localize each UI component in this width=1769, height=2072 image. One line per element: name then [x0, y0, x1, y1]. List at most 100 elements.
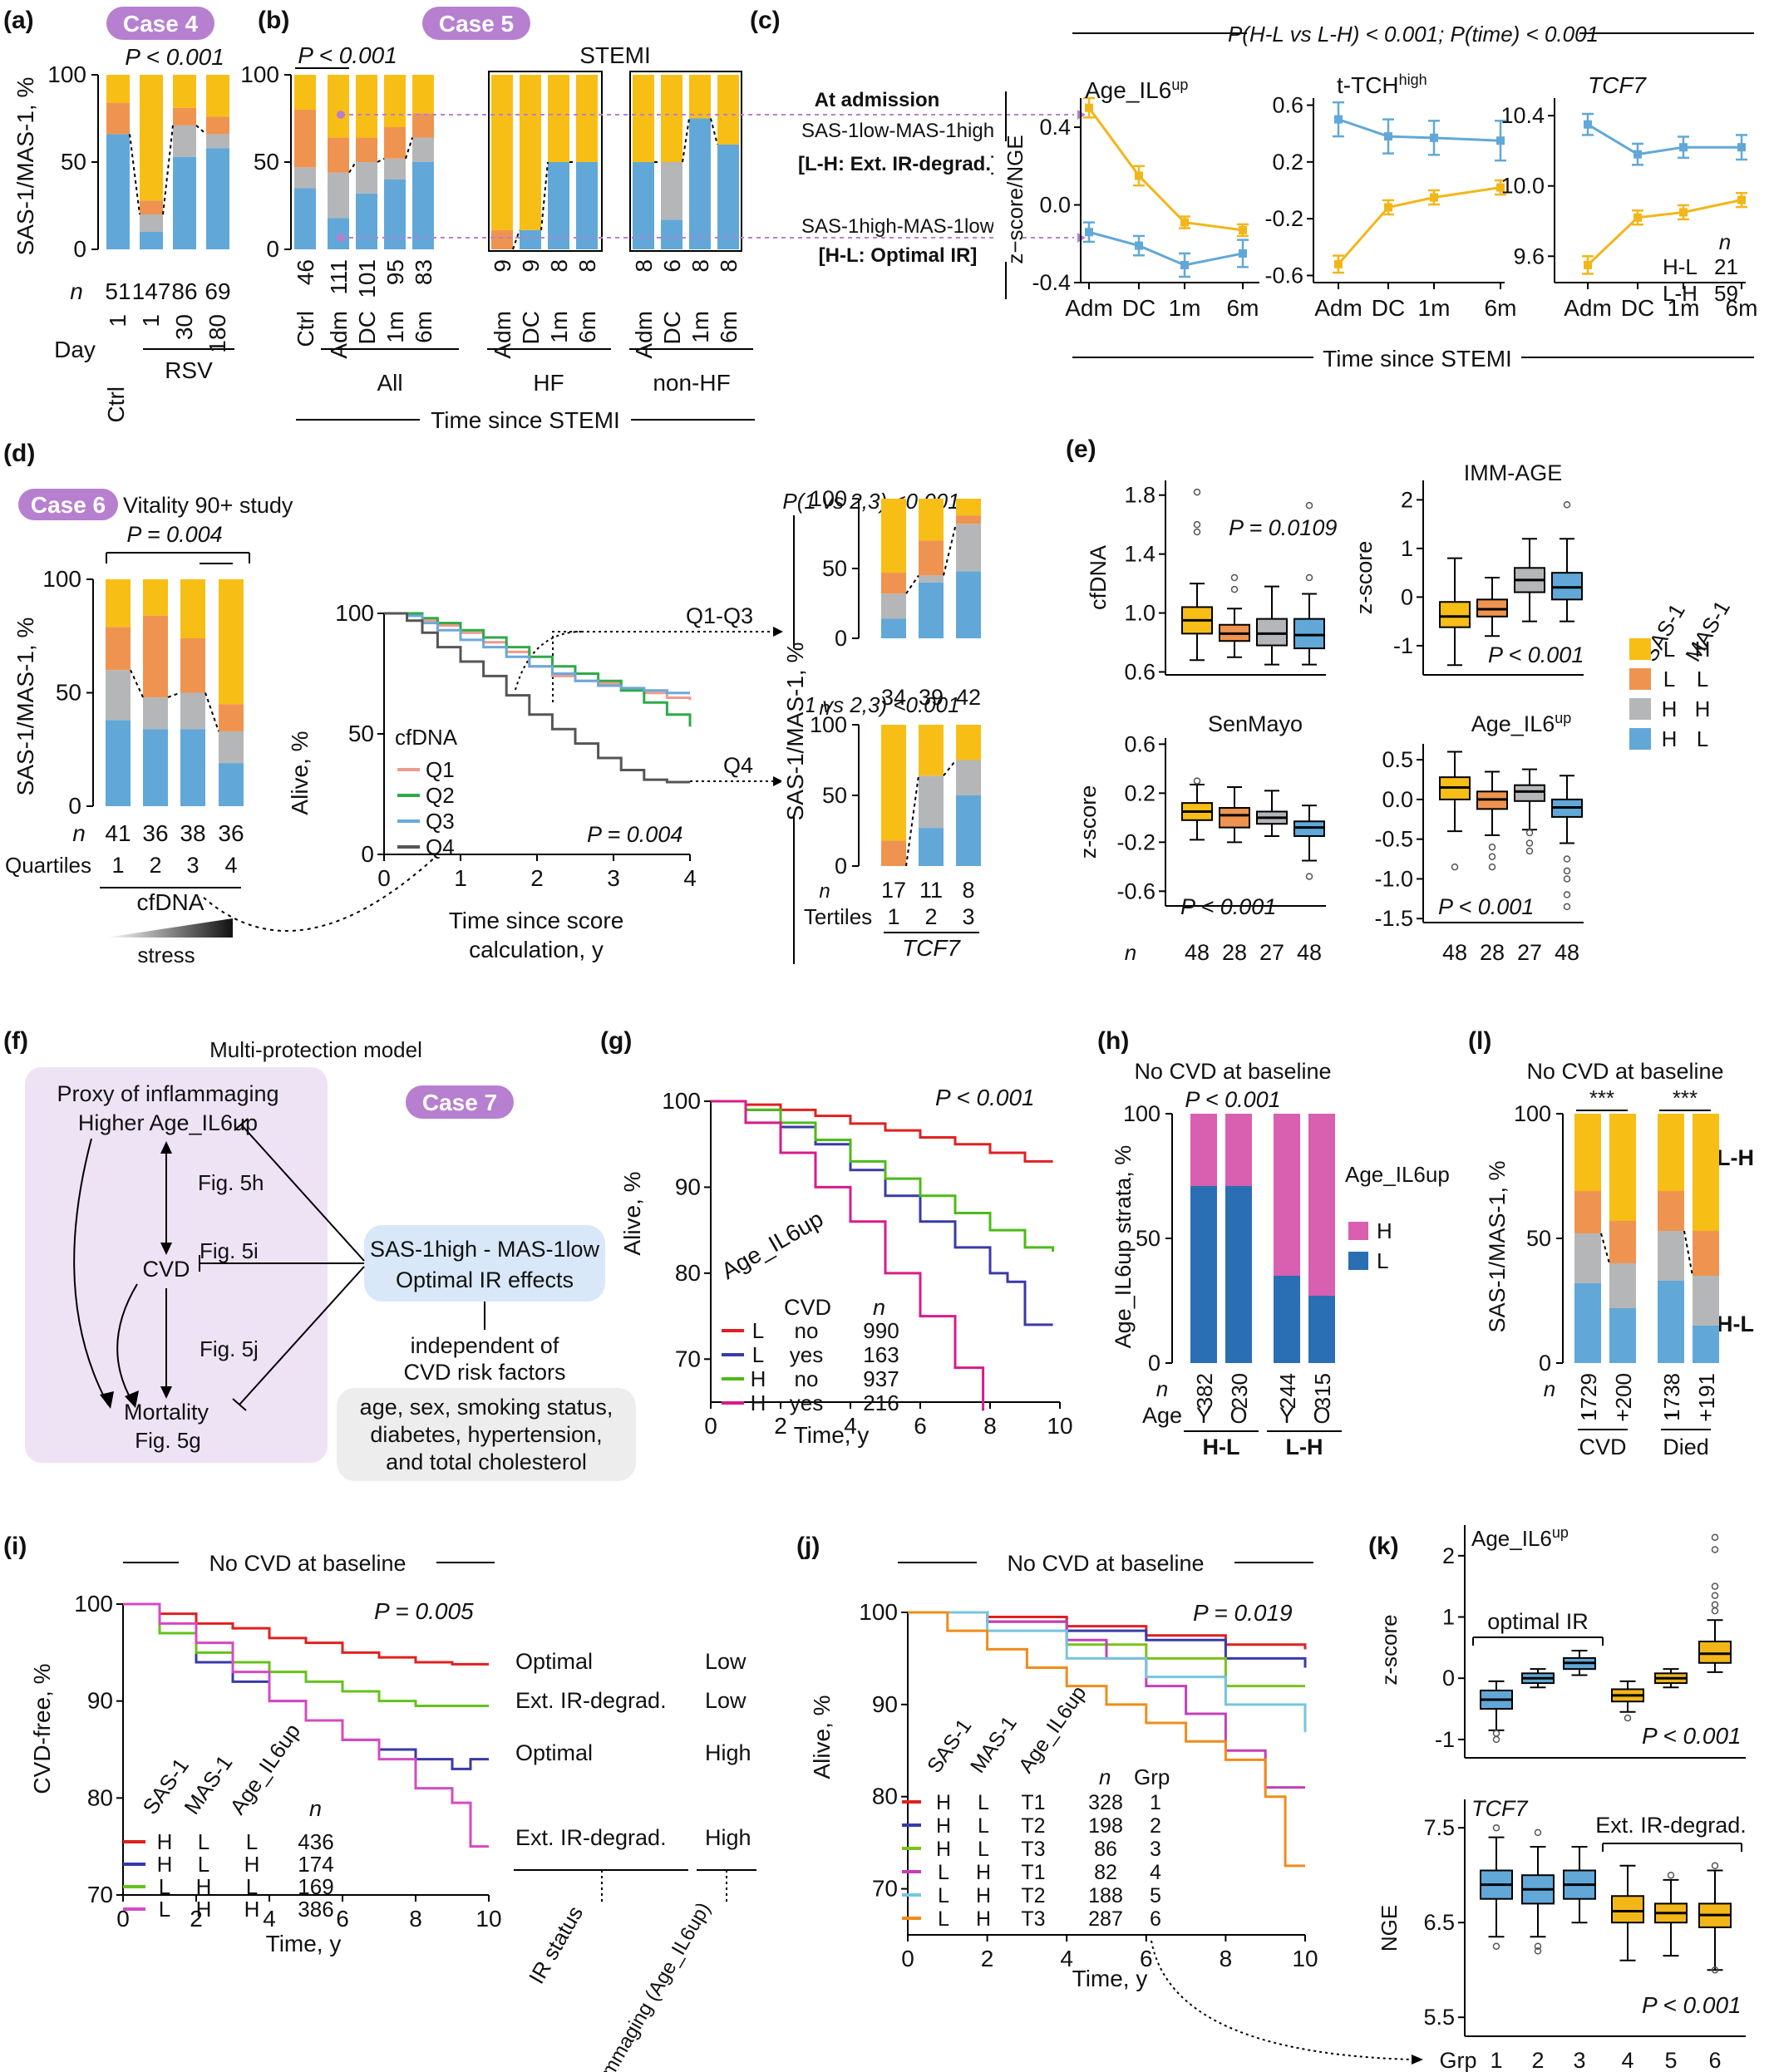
case-7-label: Case 7: [422, 1090, 497, 1115]
i-ytick-label: 90: [87, 1688, 113, 1714]
d-n-label: n: [72, 820, 86, 846]
d3-bar-LL-0: [881, 573, 906, 594]
g-legend-age: L: [752, 1318, 764, 1343]
l-bar-LL-1: [1609, 1221, 1636, 1263]
e3-n-label: 27: [1259, 940, 1284, 965]
k1-box-5: [1698, 1641, 1732, 1664]
c1-point-HL: [1180, 260, 1189, 269]
e4-outlier: [1525, 847, 1534, 855]
k-grp-value: 4: [1621, 2048, 1633, 2072]
e-legend-swatch-LH: [1629, 638, 1651, 660]
b-n-label: 6: [659, 259, 685, 273]
c1-point-HL: [1239, 249, 1247, 258]
g-legend-age: L: [752, 1342, 764, 1367]
i-title: No CVD at baseline: [209, 1551, 406, 1576]
j-legend-grp: 2: [1150, 1814, 1161, 1838]
a-bar-HH-3: [206, 134, 229, 149]
c2-ytick-label: -0.6: [1264, 263, 1303, 288]
j-legend-sas: H: [936, 1814, 951, 1838]
l-n-value: 1729: [1576, 1373, 1601, 1421]
e1-outlier: [1230, 585, 1239, 593]
l-title: No CVD at baseline: [1526, 1059, 1723, 1084]
j-legend-mas: L: [978, 1814, 989, 1838]
a-bar-LH-1: [140, 75, 163, 201]
h-n-value: 382: [1192, 1373, 1217, 1409]
e1-outlier: [1193, 520, 1201, 529]
c3-title: TCF7: [1588, 72, 1647, 98]
d1-quartile-label: 3: [186, 853, 199, 878]
b-category-label: 1m: [687, 311, 713, 343]
k1-outlier: [1711, 1592, 1719, 1599]
e4-n-label: 48: [1442, 940, 1467, 965]
i-title-mask: [179, 1548, 436, 1577]
l-cvd-label: CVD: [1579, 1435, 1626, 1459]
a-bar-LH-0: [106, 75, 130, 103]
chart-a: 0 50 100 51 147 86 69: [47, 62, 230, 304]
f-risk-box: [337, 1388, 636, 1481]
j-legend-sas: L: [938, 1907, 949, 1931]
f-fig5h: Fig. 5h: [198, 1170, 264, 1195]
d-q1q3-label: Q1-Q3: [686, 603, 753, 628]
b-n-label: 8: [574, 259, 600, 273]
c1-point-LH: [1085, 103, 1093, 112]
c-hl-tag: [H-L: Optimal IR]: [819, 244, 978, 267]
b-bar-LH-4: [412, 75, 434, 114]
e-legend-mas-value: L: [1697, 726, 1708, 751]
b-n-label: 101: [354, 259, 380, 298]
b-n-label: 9: [490, 259, 515, 273]
b-bar-LH-8: [576, 75, 598, 162]
b-all-label: All: [377, 370, 402, 396]
j-legend-grp: 3: [1150, 1838, 1161, 1861]
i-legend-age: L: [246, 1829, 258, 1854]
d1-ytick-label: 50: [56, 680, 81, 706]
a-connector: [162, 125, 174, 215]
j-legend-age: T2: [1021, 1814, 1045, 1838]
e2-ylabel: z-score: [1352, 541, 1377, 615]
d-quartiles-label: Quartiles: [5, 853, 91, 878]
d1-bar-HL-0: [106, 720, 131, 806]
c2-xtick-label: Adm: [1314, 295, 1362, 321]
d1-bar-LL-2: [180, 637, 205, 693]
i-legend-sas: L: [159, 1897, 170, 1922]
d-tcf7-n-bot: n: [819, 880, 830, 903]
b-n-label: 46: [293, 259, 318, 285]
e-legend-swatch-HH: [1629, 698, 1651, 720]
c3-line-LH: [1586, 199, 1742, 266]
chart-e3: -0.6 -0.2 0.2 0.6 48 28 27 48 P < 0.001 z-score Se…: [1076, 711, 1326, 965]
panel-label-l: (l): [1468, 1027, 1491, 1055]
d4-bar-LH-0: [881, 725, 906, 841]
e-legend-sas-value: L: [1663, 637, 1675, 662]
c-ylabel-mask: [993, 141, 1018, 262]
c-ylabel: z−score/NGE: [1003, 135, 1027, 263]
k1-outlier: [1492, 1735, 1500, 1744]
c1-point-HL: [1135, 241, 1143, 250]
a-connector: [195, 125, 207, 135]
a-ctrl-label: Ctrl: [103, 386, 129, 423]
e3-n-label: 28: [1222, 940, 1247, 965]
d1-bar-LH-3: [219, 579, 244, 705]
g-xtick-label: 4: [844, 1413, 857, 1439]
b-bar-HH-3: [384, 158, 406, 180]
k-ext-label: Ext. IR-degrad.: [1595, 1813, 1747, 1838]
g-curve-1: [711, 1100, 1053, 1326]
l-died-label: Died: [1663, 1435, 1709, 1459]
e3-ylabel: z-score: [1076, 785, 1101, 859]
e4-outlier: [1563, 891, 1571, 898]
k-grp-value: 2: [1531, 2048, 1544, 2072]
b-n-label: 8: [716, 259, 742, 273]
e-legend-sas-value: H: [1662, 726, 1678, 751]
b-bar-HL-12: [717, 145, 739, 249]
case-5-label: Case 5: [439, 11, 514, 37]
e4-outlier: [1563, 875, 1571, 883]
e1-box-2: [1256, 618, 1288, 647]
b-connector: [348, 161, 357, 174]
l-stars-2: ***: [1673, 1085, 1698, 1110]
d3-ytick-label: 0: [835, 626, 847, 651]
i-legend-n: 169: [298, 1874, 333, 1899]
d3-bar-LH-1: [919, 499, 944, 541]
j-curve-4: [908, 1611, 1307, 1733]
d3-bar-HH-2: [956, 524, 981, 572]
h-bar-L-2: [1274, 1276, 1300, 1363]
c-top-pvalue: P(H-L vs L-H) < 0.001; P(time) < 0.001: [1228, 22, 1599, 47]
h-age-value: Y: [1279, 1403, 1294, 1428]
